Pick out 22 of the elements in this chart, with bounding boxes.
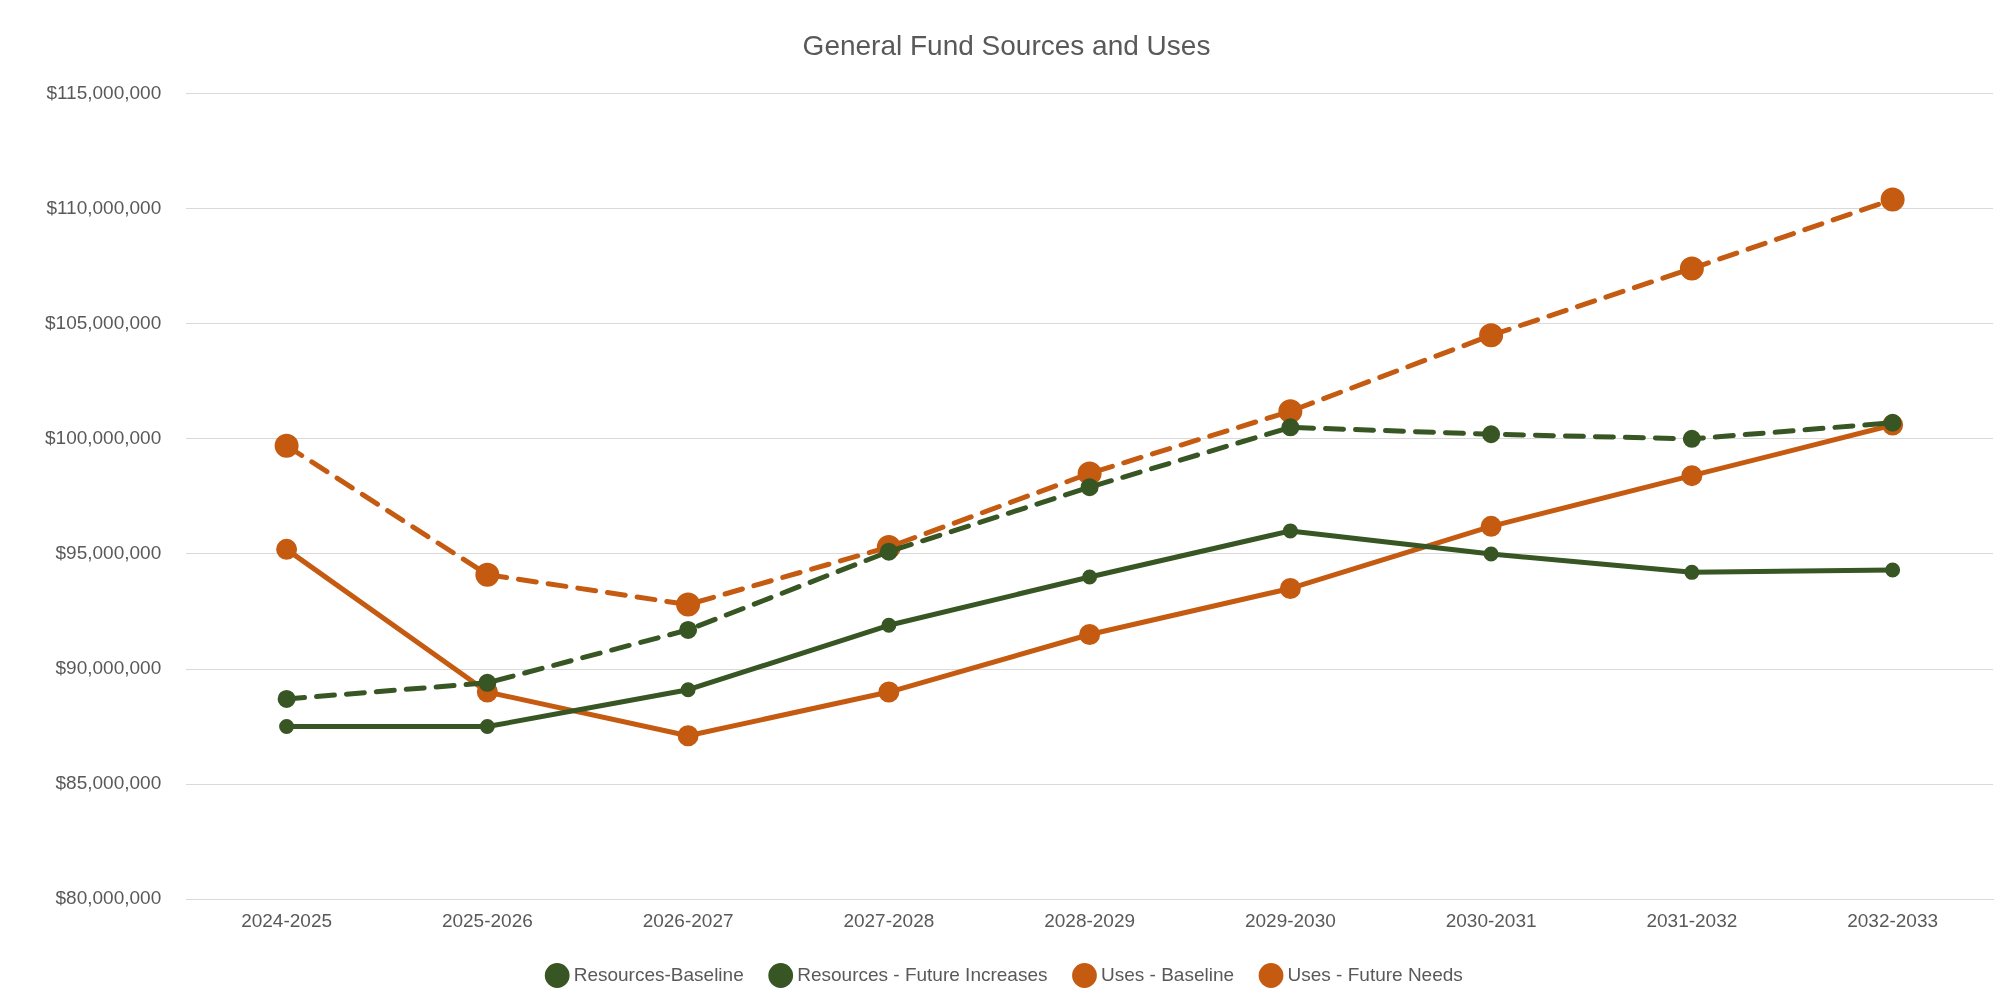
y-tick-label: $105,000,000 — [44, 312, 162, 334]
legend-label: Resources-Baseline — [573, 963, 744, 985]
chart-title: General Fund Sources and Uses — [802, 29, 1211, 61]
legend-label: Uses - Future Needs — [1287, 963, 1463, 985]
x-tick-label: 2028-2029 — [1044, 909, 1136, 931]
y-tick-label: $90,000,000 — [55, 657, 162, 679]
y-tick-label: $115,000,000 — [46, 81, 162, 103]
x-tick-label: 2030-2031 — [1445, 909, 1537, 931]
x-tick-label: 2031-2032 — [1646, 909, 1738, 931]
x-tick-label: 2027-2028 — [843, 909, 935, 931]
x-tick-label: 2025-2026 — [441, 909, 533, 931]
y-tick-label: $80,000,000 — [55, 887, 162, 909]
x-tick-label: 2032-2033 — [1847, 909, 1939, 931]
y-tick-label: $95,000,000 — [55, 542, 162, 564]
legend-label: Resources - Future Increases — [797, 963, 1048, 985]
x-tick-label: 2026-2027 — [642, 909, 734, 931]
x-tick-label: 2024-2025 — [241, 909, 333, 931]
legend-label: Uses - Baseline — [1100, 963, 1235, 985]
y-tick-label: $100,000,000 — [44, 427, 162, 449]
y-tick-label: $85,000,000 — [55, 772, 162, 794]
y-tick-label: $110,000,000 — [46, 196, 162, 218]
x-tick-label: 2029-2030 — [1244, 909, 1336, 931]
